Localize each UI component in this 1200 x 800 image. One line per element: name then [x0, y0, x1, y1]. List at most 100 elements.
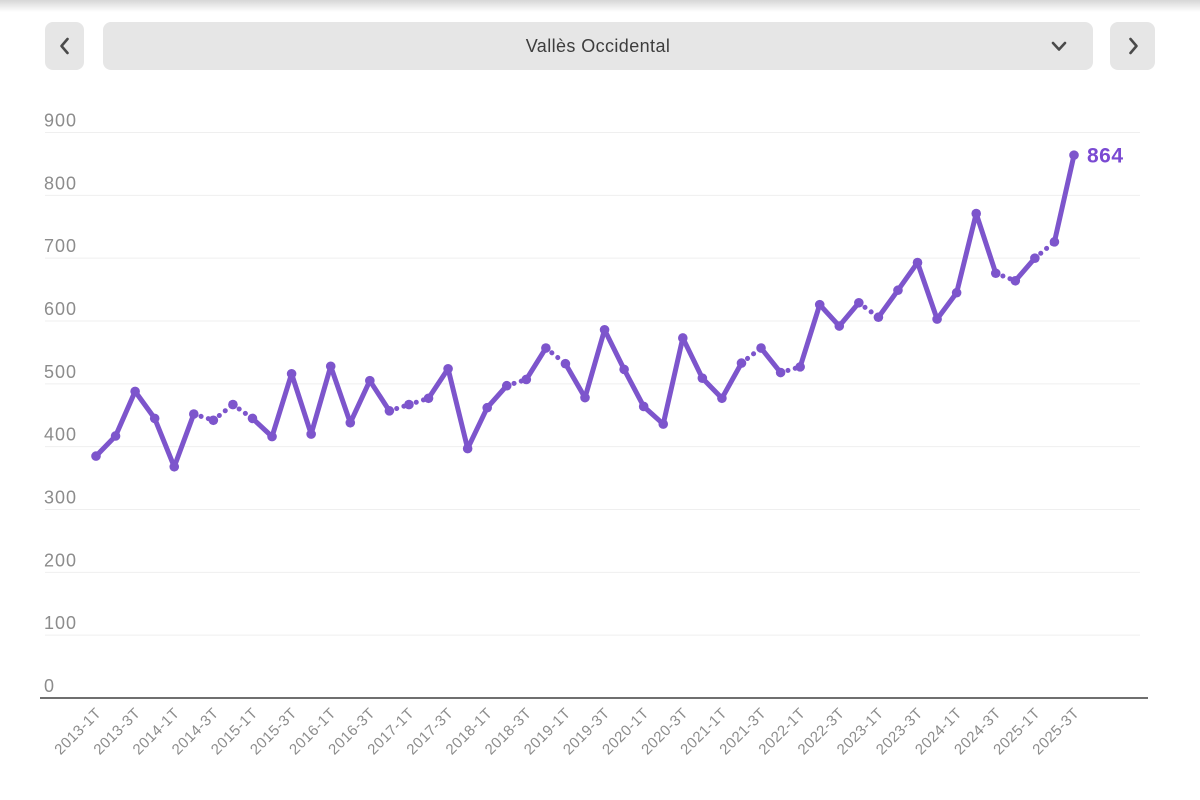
series-segment	[621, 366, 647, 409]
series-segment	[973, 211, 999, 276]
series-segment	[289, 371, 314, 437]
data-point	[110, 431, 121, 441]
data-point	[91, 451, 101, 461]
series-segment	[152, 415, 177, 470]
data-point	[756, 343, 766, 353]
data-point	[599, 324, 610, 335]
series-segment	[915, 260, 940, 322]
data-point	[208, 415, 219, 426]
series-segment	[465, 405, 490, 452]
data-point	[951, 287, 962, 298]
chevron-right-icon	[1128, 37, 1138, 55]
prev-region-button[interactable]	[45, 22, 84, 70]
series-segment	[875, 287, 901, 320]
data-point	[619, 364, 629, 375]
region-selector-dropdown[interactable]: Vallès Occidental	[103, 22, 1093, 70]
data-point	[736, 358, 747, 368]
data-point	[658, 419, 669, 429]
series-segment	[1012, 255, 1038, 284]
data-point	[521, 374, 532, 385]
gridlines	[40, 132, 1148, 699]
data-point	[893, 285, 903, 296]
series-segment	[836, 300, 862, 329]
series-segment	[660, 335, 686, 427]
series-segment	[132, 388, 158, 421]
series-segment	[680, 335, 705, 381]
y-tick-label: 600	[44, 299, 77, 319]
data-point	[130, 386, 140, 397]
series-segment	[719, 360, 744, 401]
chevron-left-icon	[59, 37, 69, 55]
data-point	[580, 392, 590, 403]
y-tick-label: 0	[44, 676, 55, 696]
data-point	[990, 268, 1001, 279]
data-point	[286, 368, 297, 379]
data-point	[149, 413, 160, 424]
data-point	[443, 363, 453, 374]
y-tick-label: 100	[44, 613, 77, 633]
series-segment	[523, 345, 549, 382]
series-segment	[797, 302, 823, 370]
data-point	[912, 257, 923, 268]
data-point	[462, 443, 473, 454]
data-point	[404, 399, 414, 410]
data-point	[325, 361, 336, 372]
y-tick-label: 300	[44, 488, 77, 508]
data-point	[717, 393, 727, 404]
series-segment	[602, 327, 627, 372]
series-segment	[426, 366, 451, 401]
data-point	[306, 429, 316, 439]
data-point	[1010, 275, 1021, 286]
data-point	[775, 367, 786, 378]
series-segment	[445, 366, 471, 452]
data-point	[971, 208, 981, 219]
chevron-down-icon	[1051, 41, 1067, 51]
series-segment	[954, 211, 979, 296]
data-point	[854, 297, 864, 308]
data-point	[638, 401, 649, 412]
data-point	[1049, 237, 1060, 247]
series-segment	[328, 363, 353, 426]
line-series	[93, 152, 1077, 470]
series-segment	[934, 290, 960, 322]
data-point	[795, 362, 805, 372]
series-segment	[582, 327, 608, 401]
x-axis-labels: 2013-1T2013-3T2014-1T2014-3T2015-1T2015-…	[51, 705, 1083, 759]
data-point	[267, 431, 277, 442]
series-segment	[269, 371, 295, 440]
data-point	[541, 343, 551, 353]
data-point	[247, 413, 258, 424]
data-point	[384, 406, 395, 416]
data-point	[560, 358, 571, 369]
y-tick-label: 500	[44, 362, 77, 382]
series-segment	[758, 345, 784, 376]
data-point	[365, 375, 375, 386]
data-point	[834, 321, 845, 331]
series-segment	[367, 378, 392, 414]
data-point	[501, 380, 512, 391]
data-points	[91, 150, 1079, 472]
series-segment	[484, 383, 510, 411]
data-point	[678, 333, 688, 343]
series-segment	[562, 361, 588, 401]
data-point	[423, 393, 434, 404]
data-point	[1030, 253, 1040, 263]
series-segment	[171, 411, 197, 470]
y-axis-labels: 0 100 200 300 400 500 600 700 800 900	[44, 111, 77, 696]
data-point	[814, 299, 825, 310]
data-point	[873, 312, 884, 323]
y-tick-label: 400	[44, 425, 77, 445]
series-segment	[817, 302, 842, 329]
y-tick-label: 900	[44, 111, 77, 131]
region-selector-value: Vallès Occidental	[525, 35, 671, 56]
next-region-button[interactable]	[1110, 22, 1155, 70]
data-point	[228, 399, 238, 410]
series-segment	[347, 378, 373, 426]
y-tick-label: 700	[44, 236, 77, 256]
data-point	[482, 402, 493, 413]
data-point	[697, 373, 708, 383]
data-point	[1069, 150, 1079, 160]
data-point	[932, 314, 942, 324]
y-tick-label: 800	[44, 173, 77, 193]
